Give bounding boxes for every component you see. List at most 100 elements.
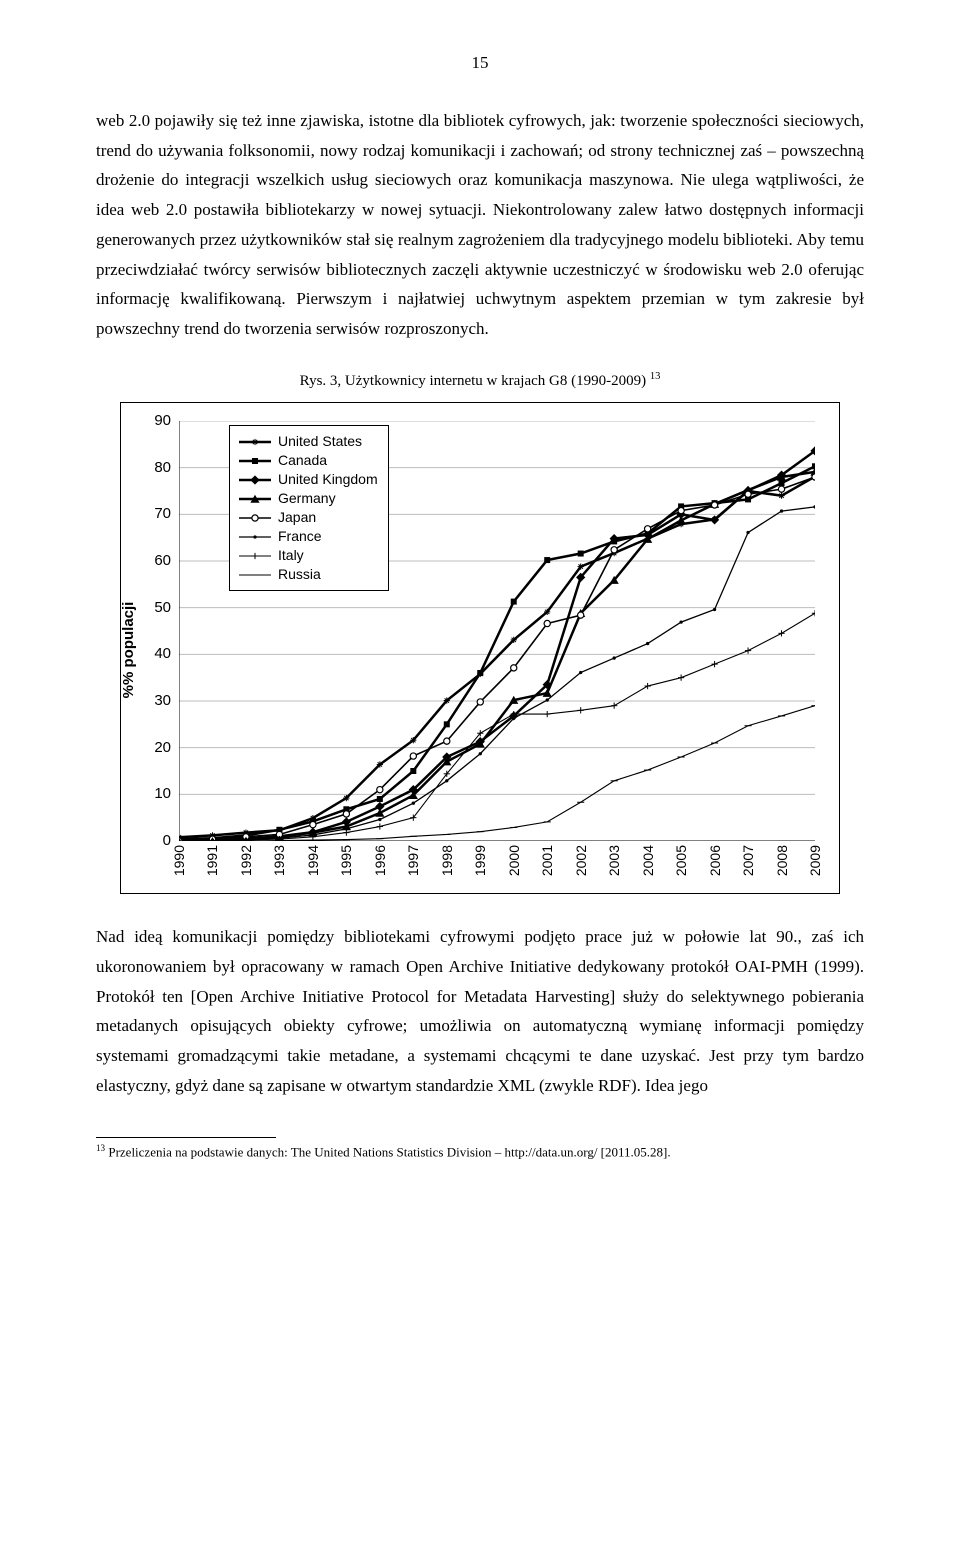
chart-x-tick-label: 2009 (803, 845, 828, 876)
chart-series-marker (713, 608, 716, 611)
chart-series-marker (778, 630, 784, 636)
chart-series-marker (477, 699, 483, 705)
chart-series-marker (444, 697, 450, 703)
chart-series-marker (544, 609, 550, 615)
footnote-rule (96, 1137, 276, 1138)
chart-series-marker (479, 752, 482, 755)
chart-series-marker (511, 599, 517, 605)
chart-series-marker (612, 656, 615, 659)
chart-y-tick-label: 90 (154, 408, 171, 434)
chart-y-tick-label: 80 (154, 455, 171, 481)
chart-x-tick-label: 1995 (334, 845, 359, 876)
chart-legend: United StatesCanadaUnited KingdomGermany… (229, 425, 389, 591)
chart-y-tick-label: 60 (154, 548, 171, 574)
chart-series-marker (711, 661, 717, 667)
chart-series-marker (745, 491, 751, 497)
chart-series-marker (343, 811, 349, 817)
chart-x-tick-label: 2000 (501, 845, 526, 876)
chart-series-marker (544, 620, 550, 626)
chart-y-tick-label: 40 (154, 641, 171, 667)
chart-series-marker (544, 711, 550, 717)
body-paragraph-2: Nad ideą komunikacji pomiędzy biblioteka… (96, 922, 864, 1101)
chart-x-tick-label: 1994 (301, 845, 326, 876)
chart-series-marker (779, 480, 785, 486)
chart-series-marker (377, 761, 383, 767)
chart-x-tick-label: 1996 (368, 845, 393, 876)
body-paragraph-1: web 2.0 pojawiły się też inne zjawiska, … (96, 106, 864, 344)
chart-series-marker (444, 721, 450, 727)
chart-legend-swatch (238, 511, 272, 525)
chart-series-marker (445, 779, 448, 782)
chart-legend-swatch (238, 435, 272, 449)
chart-series-line (179, 706, 815, 841)
chart-legend-row: Russia (238, 565, 378, 584)
footnote-text: 13 Przeliczenia na podstawie danych: The… (96, 1142, 864, 1161)
chart-inner: %% populacji 0102030405060708090 1990199… (133, 415, 825, 885)
chart-x-tick-label: 1997 (401, 845, 426, 876)
chart-x-tick-label: 1998 (435, 845, 460, 876)
chart-x-tick-label: 1991 (200, 845, 225, 876)
chart-series-marker (678, 675, 684, 681)
chart-series-marker (343, 829, 349, 835)
chart-series-marker (378, 818, 381, 821)
chart-legend-row: France (238, 527, 378, 546)
chart-series-marker (412, 802, 415, 805)
chart-series-marker (578, 707, 584, 713)
chart-series-marker (611, 703, 617, 709)
figure-caption-text: Rys. 3, Użytkownicy internetu w krajach … (300, 373, 650, 389)
chart-series-marker (578, 551, 584, 557)
chart-legend-swatch (238, 454, 272, 468)
chart-x-tick-label: 2003 (602, 845, 627, 876)
chart-series-marker (477, 670, 483, 676)
chart-y-tick-label: 20 (154, 735, 171, 761)
chart-series-marker (711, 502, 717, 508)
chart-y-tick-label: 30 (154, 688, 171, 714)
chart-y-ticks: 0102030405060708090 (133, 421, 175, 841)
chart-series-marker (645, 526, 651, 532)
footnote-body: Przeliczenia na podstawie danych: The Un… (108, 1144, 670, 1159)
chart-series-marker (410, 753, 416, 759)
chart-series-marker (746, 531, 749, 534)
figure-caption: Rys. 3, Użytkownicy internetu w krajach … (96, 368, 864, 394)
chart-x-tick-label: 2008 (769, 845, 794, 876)
chart-series-marker (377, 823, 383, 829)
chart-x-tick-label: 2002 (568, 845, 593, 876)
chart-series-marker (611, 547, 617, 553)
chart-x-tick-label: 2007 (736, 845, 761, 876)
chart-legend-swatch (238, 549, 272, 563)
chart-series-marker (645, 683, 651, 689)
chart-series-marker (579, 671, 582, 674)
chart-series-line (179, 613, 815, 841)
chart-x-tick-label: 2001 (535, 845, 560, 876)
chart-y-tick-label: 50 (154, 595, 171, 621)
chart-legend-swatch (238, 473, 272, 487)
chart-y-tick-label: 70 (154, 501, 171, 527)
chart-series-marker (410, 737, 416, 743)
chart-x-tick-label: 2004 (635, 845, 660, 876)
chart-y-tick-label: 10 (154, 781, 171, 807)
chart-x-ticks: 1990199119921993199419951996199719981999… (179, 843, 815, 885)
page-number: 15 (96, 48, 864, 78)
chart-x-tick-label: 2005 (669, 845, 694, 876)
chart-series-marker (410, 768, 416, 774)
chart-series-marker (813, 505, 815, 508)
chart-series-marker (679, 620, 682, 623)
chart-series-marker (377, 796, 383, 802)
chart-series-marker (544, 557, 550, 563)
chart-series-marker (646, 642, 649, 645)
chart-x-tick-label: 1999 (468, 845, 493, 876)
chart-x-tick-label: 1992 (234, 845, 259, 876)
chart-x-tick-label: 2006 (702, 845, 727, 876)
chart-series-marker (377, 787, 383, 793)
chart-legend-swatch (238, 530, 272, 544)
chart-series-marker (745, 647, 751, 653)
chart-legend-swatch (238, 568, 272, 582)
chart-legend-swatch (238, 492, 272, 506)
figure-caption-footnote-ref: 13 (650, 371, 661, 382)
chart-container: %% populacji 0102030405060708090 1990199… (120, 402, 840, 894)
chart-series-marker (812, 474, 815, 480)
chart-series-marker (678, 507, 684, 513)
chart-x-tick-label: 1990 (167, 845, 192, 876)
chart-legend-label: Russia (278, 562, 321, 587)
chart-x-tick-label: 1993 (267, 845, 292, 876)
